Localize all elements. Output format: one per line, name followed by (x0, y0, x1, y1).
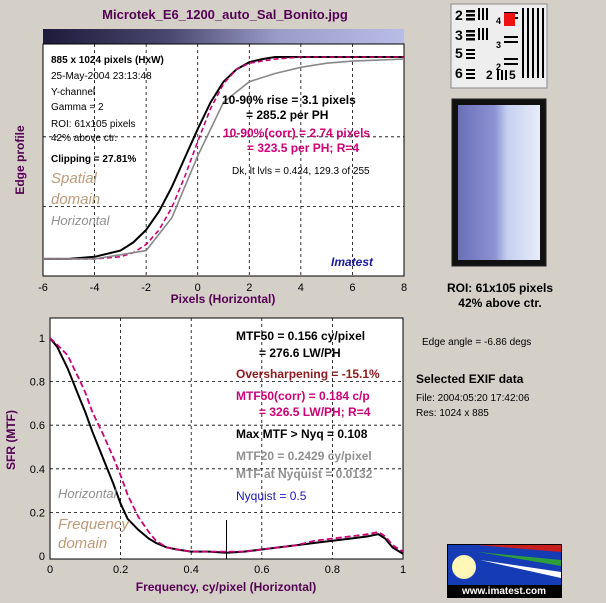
edge-above-text: 42% above ctr. (51, 133, 117, 144)
logo-url-text: www.imatest.com (461, 586, 546, 597)
exif-title: Selected EXIF data (416, 372, 524, 386)
mtf50-lwph-text: = 276.6 LW/PH (259, 346, 341, 360)
edge-x-tick-label: 6 (349, 282, 355, 294)
edge-x-tick-label: 2 (246, 282, 252, 294)
max-mtf-text: Max MTF > Nyq = 0.108 (236, 427, 368, 441)
svg-text:3: 3 (496, 40, 501, 50)
edge-x-tick-label: 0 (195, 282, 201, 294)
mtf-y-tick-label: 0.6 (30, 420, 45, 432)
edge-series-line (43, 56, 404, 260)
frequency-label: Frequency (58, 516, 130, 533)
roi-marker (504, 13, 515, 26)
mtf-x-tick-label: 0 (47, 564, 53, 576)
domain-label: domain (51, 191, 100, 208)
mtf-x-tick-label: 0.6 (254, 564, 269, 576)
edge-gamma-text: Gamma = 2 (51, 102, 104, 113)
edge-x-ticks: -6 -4 -2 0 2 4 6 8 (38, 282, 407, 294)
edge-x-tick-label: -2 (141, 282, 151, 294)
edge-x-tick-label: 4 (298, 282, 304, 294)
mtf-orientation-label: Horizontal (58, 486, 118, 501)
mtf-grid (50, 318, 403, 559)
edge-angle-text: Edge angle = -6.86 degs (422, 337, 531, 348)
mtf-y-tick-label: 0.8 (30, 377, 45, 389)
mtf-y-tick-label: 0.2 (30, 507, 45, 519)
mtf-series-line (50, 337, 403, 553)
mtf-x-tick-label: 0.2 (113, 564, 128, 576)
svg-text:3: 3 (455, 27, 463, 43)
mtf-y-axis-label: SFR (MTF) (4, 410, 18, 470)
edge-x-tick-label: -6 (38, 282, 48, 294)
clipping-text: Clipping = 27.81% (51, 154, 136, 165)
imatest-brand-text: Imatest (331, 255, 374, 269)
edge-x-axis-label: Pixels (Horizontal) (171, 292, 276, 306)
edge-series-line (43, 58, 404, 260)
edge-x-tick-label: -4 (90, 282, 100, 294)
mtf-x-axis-label: Frequency, cy/pixel (Horizontal) (136, 580, 316, 594)
mtf50-corr-text: MTF50(corr) = 0.184 c/p (236, 389, 370, 403)
sun-icon (452, 555, 476, 579)
exif-file-text: File: 2004:05:20 17:42:06 (416, 393, 530, 404)
svg-text:6: 6 (455, 65, 463, 81)
dark-light-levels-text: Dk, lt lvls = 0.424, 129.3 of 255 (232, 166, 370, 177)
mtf-y-tick-label: 1 (39, 333, 45, 345)
rise-ph-text: = 285.2 per PH (246, 108, 328, 122)
spatial-label: Spatial (51, 170, 98, 187)
svg-text:5: 5 (455, 45, 463, 61)
mtf-at-nyquist-text: MTF at Nyquist = 0.0132 (236, 467, 373, 481)
rise-corr-text: 10-90%(corr) = 2.74 pixels (223, 126, 370, 140)
edge-grid (43, 44, 404, 276)
nyquist-text: Nyquist = 0.5 (236, 489, 307, 503)
mtf-curves (50, 337, 403, 555)
edge-date-text: 25-May-2004 23:13:48 (51, 71, 152, 82)
mtf20-text: MTF20 = 0.2429 cy/pixel (236, 449, 372, 463)
svg-text:4: 4 (496, 16, 501, 26)
mtf50-corr-lwph-text: = 326.5 LW/PH; R=4 (259, 405, 371, 419)
roi-position-text: 42% above ctr. (458, 296, 541, 310)
mtf-y-tick-label: 0.4 (30, 464, 45, 476)
edge-gradient-bar (43, 29, 404, 44)
mtf-x-tick-label: 0.4 (184, 564, 199, 576)
svg-text:2: 2 (486, 68, 493, 82)
mtf-x-ticks: 0 0.2 0.4 0.6 0.8 1 (47, 564, 406, 576)
mtf-y-tick-label: 0 (39, 551, 45, 563)
exif-res-text: Res: 1024 x 885 (416, 408, 489, 419)
roi-size-text: ROI: 61x105 pixels (447, 281, 553, 295)
mtf50-text: MTF50 = 0.156 cy/pixel (236, 329, 365, 343)
rise-corr-ph-text: = 323.5 per PH; R=4 (247, 141, 359, 155)
rise-text: 10-90% rise = 3.1 pixels (222, 93, 356, 107)
oversharpening-text: Oversharpening = -15.1% (236, 367, 380, 381)
mtf-y-ticks: 0 0.2 0.4 0.6 0.8 1 (30, 333, 45, 563)
mtf-x-tick-label: 1 (400, 564, 406, 576)
edge-roi-text: ROI: 61x105 pixels (51, 119, 136, 130)
svg-text:2: 2 (496, 62, 501, 72)
chart-title: Microtek_E6_1200_auto_Sal_Bonito.jpg (102, 7, 348, 22)
edge-y-axis-label: Edge profile (13, 125, 27, 195)
mtf-plot-area (49, 317, 404, 560)
svg-text:2: 2 (455, 7, 463, 23)
imatest-logo: www.imatest.com (447, 544, 562, 598)
edge-curves (43, 56, 404, 260)
edge-size-text: 885 x 1024 pixels (HxW) (51, 55, 164, 66)
mtf-domain-label: domain (58, 535, 107, 552)
edge-channel-text: Y-channel (51, 87, 95, 98)
mtf-x-tick-label: 0.8 (325, 564, 340, 576)
edge-orientation-label: Horizontal (51, 213, 111, 228)
test-chart-thumbnail: 2 3 5 6 4 3 2 2 5 (450, 3, 548, 89)
svg-text:5: 5 (509, 68, 516, 82)
edge-x-tick-label: 8 (401, 282, 407, 294)
roi-image (458, 105, 540, 260)
